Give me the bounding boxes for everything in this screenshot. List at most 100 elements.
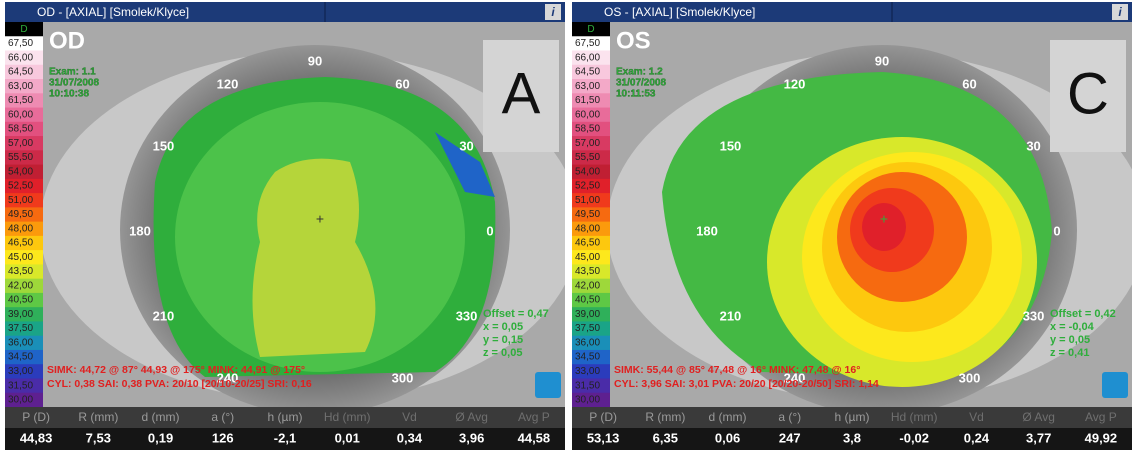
table-header: Avg P xyxy=(1085,410,1117,424)
scale-label: 57,00 xyxy=(575,138,600,149)
scale-label: D xyxy=(20,24,27,35)
table-value: 126 xyxy=(212,430,234,445)
table-header: h (µm) xyxy=(835,410,870,424)
table-value: 3,77 xyxy=(1026,430,1051,445)
scale-label: 37,50 xyxy=(575,323,600,334)
page: +9012060150301800210330240300OD - [AXIAL… xyxy=(0,0,1136,452)
scale-label: 64,50 xyxy=(8,67,33,78)
angle-label: 330 xyxy=(456,308,478,323)
offset-value: y = 0,15 xyxy=(483,334,523,346)
logo xyxy=(1102,372,1128,398)
table-header: h (µm) xyxy=(268,410,303,424)
exam-info: 10:11:53 xyxy=(616,89,656,100)
exam-info: Exam: 1.2 xyxy=(616,67,663,78)
offset-value: x = 0,05 xyxy=(483,321,523,333)
scale-label: 63,00 xyxy=(575,81,600,92)
scale-label: 49,50 xyxy=(575,209,600,220)
table-value: 6,35 xyxy=(653,430,678,445)
angle-label: 60 xyxy=(395,76,409,91)
scale-label: 54,00 xyxy=(575,166,600,177)
scale-label: 48,00 xyxy=(575,223,600,234)
window-title: OS - [AXIAL] [Smolek/Klyce] xyxy=(604,5,755,19)
scale-label: 60,00 xyxy=(8,109,33,120)
angle-label: 330 xyxy=(1023,308,1045,323)
table-value: 7,53 xyxy=(86,430,111,445)
table-value: 0,06 xyxy=(715,430,740,445)
scale-label: 58,50 xyxy=(8,124,33,135)
scale-label: 51,00 xyxy=(575,195,600,206)
angle-label: 30 xyxy=(459,139,473,154)
table-value: 0,34 xyxy=(397,430,423,445)
scale-label: 49,50 xyxy=(8,209,33,220)
scale-label: 39,00 xyxy=(575,309,600,320)
scale-label: 40,50 xyxy=(8,295,33,306)
scale-label: 66,00 xyxy=(8,52,33,63)
scale-label: 37,50 xyxy=(8,323,33,334)
keratometry-stats: CYL: 0,38 SAI: 0,38 PVA: 20/10 [20/10-20… xyxy=(47,378,312,390)
eye-label: OD xyxy=(49,27,85,54)
table-value: -2,1 xyxy=(274,430,296,445)
scale-label: 67,50 xyxy=(8,38,33,49)
scale-label: D xyxy=(587,24,594,35)
offset-value: z = 0,05 xyxy=(483,347,522,359)
offset-value: y = 0,05 xyxy=(1050,334,1090,346)
scale-label: 46,50 xyxy=(575,238,600,249)
table-value: 0,19 xyxy=(148,430,173,445)
angle-label: 30 xyxy=(1026,139,1040,154)
table-value: 0,24 xyxy=(964,430,990,445)
angle-label: 300 xyxy=(959,370,981,385)
scale-label: 64,50 xyxy=(575,67,600,78)
table-value: 0,01 xyxy=(335,430,360,445)
offset-value: Offset = 0,42 xyxy=(1050,308,1116,320)
scale-label: 39,00 xyxy=(8,309,33,320)
table-header: R (mm) xyxy=(78,410,118,424)
scale-label: 33,00 xyxy=(575,366,600,377)
offset-value: z = 0,41 xyxy=(1050,347,1089,359)
scale-label: 57,00 xyxy=(8,138,33,149)
angle-label: 180 xyxy=(129,223,151,238)
angle-label: 210 xyxy=(153,308,175,323)
table-header: P (D) xyxy=(589,410,617,424)
angle-label: 210 xyxy=(720,308,742,323)
table-header: Vd xyxy=(402,410,417,424)
scale-label: 43,50 xyxy=(575,266,600,277)
table-header: Hd (mm) xyxy=(891,410,938,424)
angle-label: 0 xyxy=(486,223,493,238)
scale-label: 55,50 xyxy=(8,152,33,163)
keratometry-stats: CYL: 3,96 SAI: 3,01 PVA: 20/20 [20/20-20… xyxy=(614,378,879,390)
crosshair: + xyxy=(880,211,888,227)
scale-label: 30,00 xyxy=(575,395,600,406)
angle-label: 300 xyxy=(392,370,414,385)
table-header: d (mm) xyxy=(709,410,747,424)
crosshair: + xyxy=(316,211,324,227)
angle-label: 90 xyxy=(308,54,322,69)
table-header: Vd xyxy=(969,410,984,424)
angle-label: 120 xyxy=(784,76,806,91)
exam-info: 31/07/2008 xyxy=(49,78,99,89)
scale-label: 54,00 xyxy=(8,166,33,177)
offset-value: Offset = 0,47 xyxy=(483,308,549,320)
scale-label: 43,50 xyxy=(8,266,33,277)
topography-panel: +9012060150301800210330240300OS - [AXIAL… xyxy=(572,2,1132,450)
panel-letter: C xyxy=(1067,61,1109,126)
table-value: -0,02 xyxy=(899,430,929,445)
scale-label: 42,00 xyxy=(8,280,33,291)
table-header: Ø Avg xyxy=(455,410,487,424)
scale-label: 45,00 xyxy=(575,252,600,263)
table-header: a (°) xyxy=(778,410,801,424)
offset-value: x = -0,04 xyxy=(1050,321,1095,333)
scale-label: 61,50 xyxy=(575,95,600,106)
window-title: OD - [AXIAL] [Smolek/Klyce] xyxy=(37,5,189,19)
angle-label: 60 xyxy=(962,76,976,91)
angle-label: 150 xyxy=(153,139,175,154)
scale-label: 66,00 xyxy=(575,52,600,63)
table-header: a (°) xyxy=(211,410,234,424)
scale-label: 34,50 xyxy=(8,352,33,363)
scale-label: 61,50 xyxy=(8,95,33,106)
keratometry-stats: SIMK: 55,44 @ 85° 47,48 @ 16° MINK: 47,4… xyxy=(614,364,860,376)
table-value: 53,13 xyxy=(587,430,620,445)
table-value: 247 xyxy=(779,430,801,445)
scale-label: 58,50 xyxy=(575,124,600,135)
angle-label: 120 xyxy=(217,76,239,91)
table-header: Hd (mm) xyxy=(324,410,371,424)
